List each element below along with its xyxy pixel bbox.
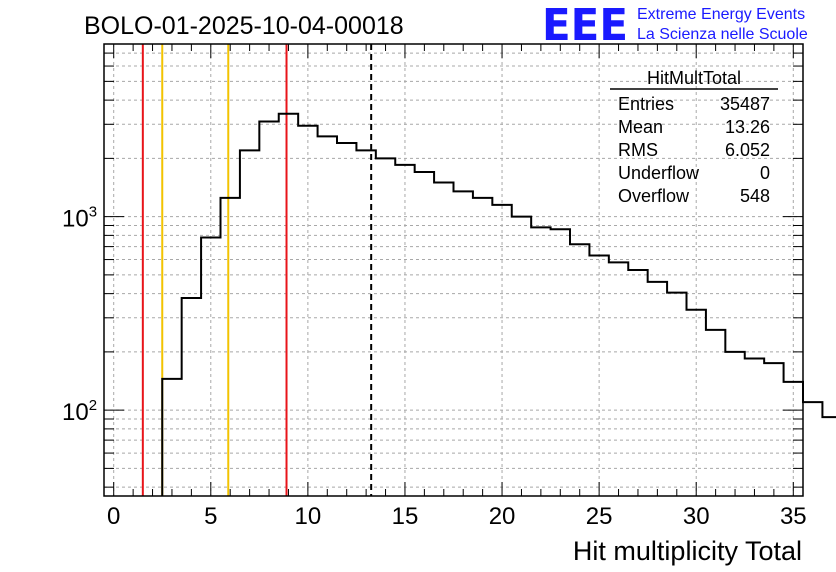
logo-line2: La Scienza nelle Scuole <box>637 26 808 43</box>
stats-label: RMS <box>618 140 658 160</box>
histogram-step-line <box>161 112 836 496</box>
stats-label: Entries <box>618 94 674 114</box>
stats-value: 548 <box>740 186 770 206</box>
x-tick-label: 10 <box>295 503 322 530</box>
x-tick-label: 5 <box>204 503 217 530</box>
y-tick-label: 103 <box>62 204 97 233</box>
stats-label: Underflow <box>618 163 700 183</box>
x-tick-label: 0 <box>107 503 120 530</box>
y-tick-label: 102 <box>62 397 97 426</box>
x-tick-label: 15 <box>392 503 419 530</box>
logo-mark: EEE <box>542 0 628 51</box>
stats-label: Overflow <box>618 186 690 206</box>
stats-value: 35487 <box>720 94 770 114</box>
y-tick-labels: 102 103 <box>62 204 97 427</box>
axis-ticks <box>104 44 803 496</box>
x-tick-label: 20 <box>489 503 516 530</box>
x-axis-label: Hit multiplicity Total <box>573 536 802 566</box>
x-tick-label: 35 <box>780 503 807 530</box>
stats-title: HitMultTotal <box>647 68 741 88</box>
x-tick-label: 25 <box>586 503 613 530</box>
x-tick-labels: 0 5 10 15 20 25 30 35 <box>107 503 807 530</box>
stats-value: 13.26 <box>725 117 770 137</box>
stats-label: Mean <box>618 117 663 137</box>
eee-logo: EEE Extreme Energy Events La Scienza nel… <box>542 0 808 51</box>
stats-box: HitMultTotal Entries 35487 Mean 13.26 RMS 6.0… <box>610 68 778 206</box>
stats-value: 6.052 <box>725 140 770 160</box>
grid <box>104 44 803 496</box>
logo-line1: Extreme Energy Events <box>637 6 805 23</box>
x-tick-label: 30 <box>683 503 710 530</box>
plot-frame <box>103 43 804 497</box>
marker-lines <box>141 44 373 496</box>
chart-title: BOLO-01-2025-10-04-00018 <box>84 12 404 40</box>
stats-value: 0 <box>760 163 770 183</box>
